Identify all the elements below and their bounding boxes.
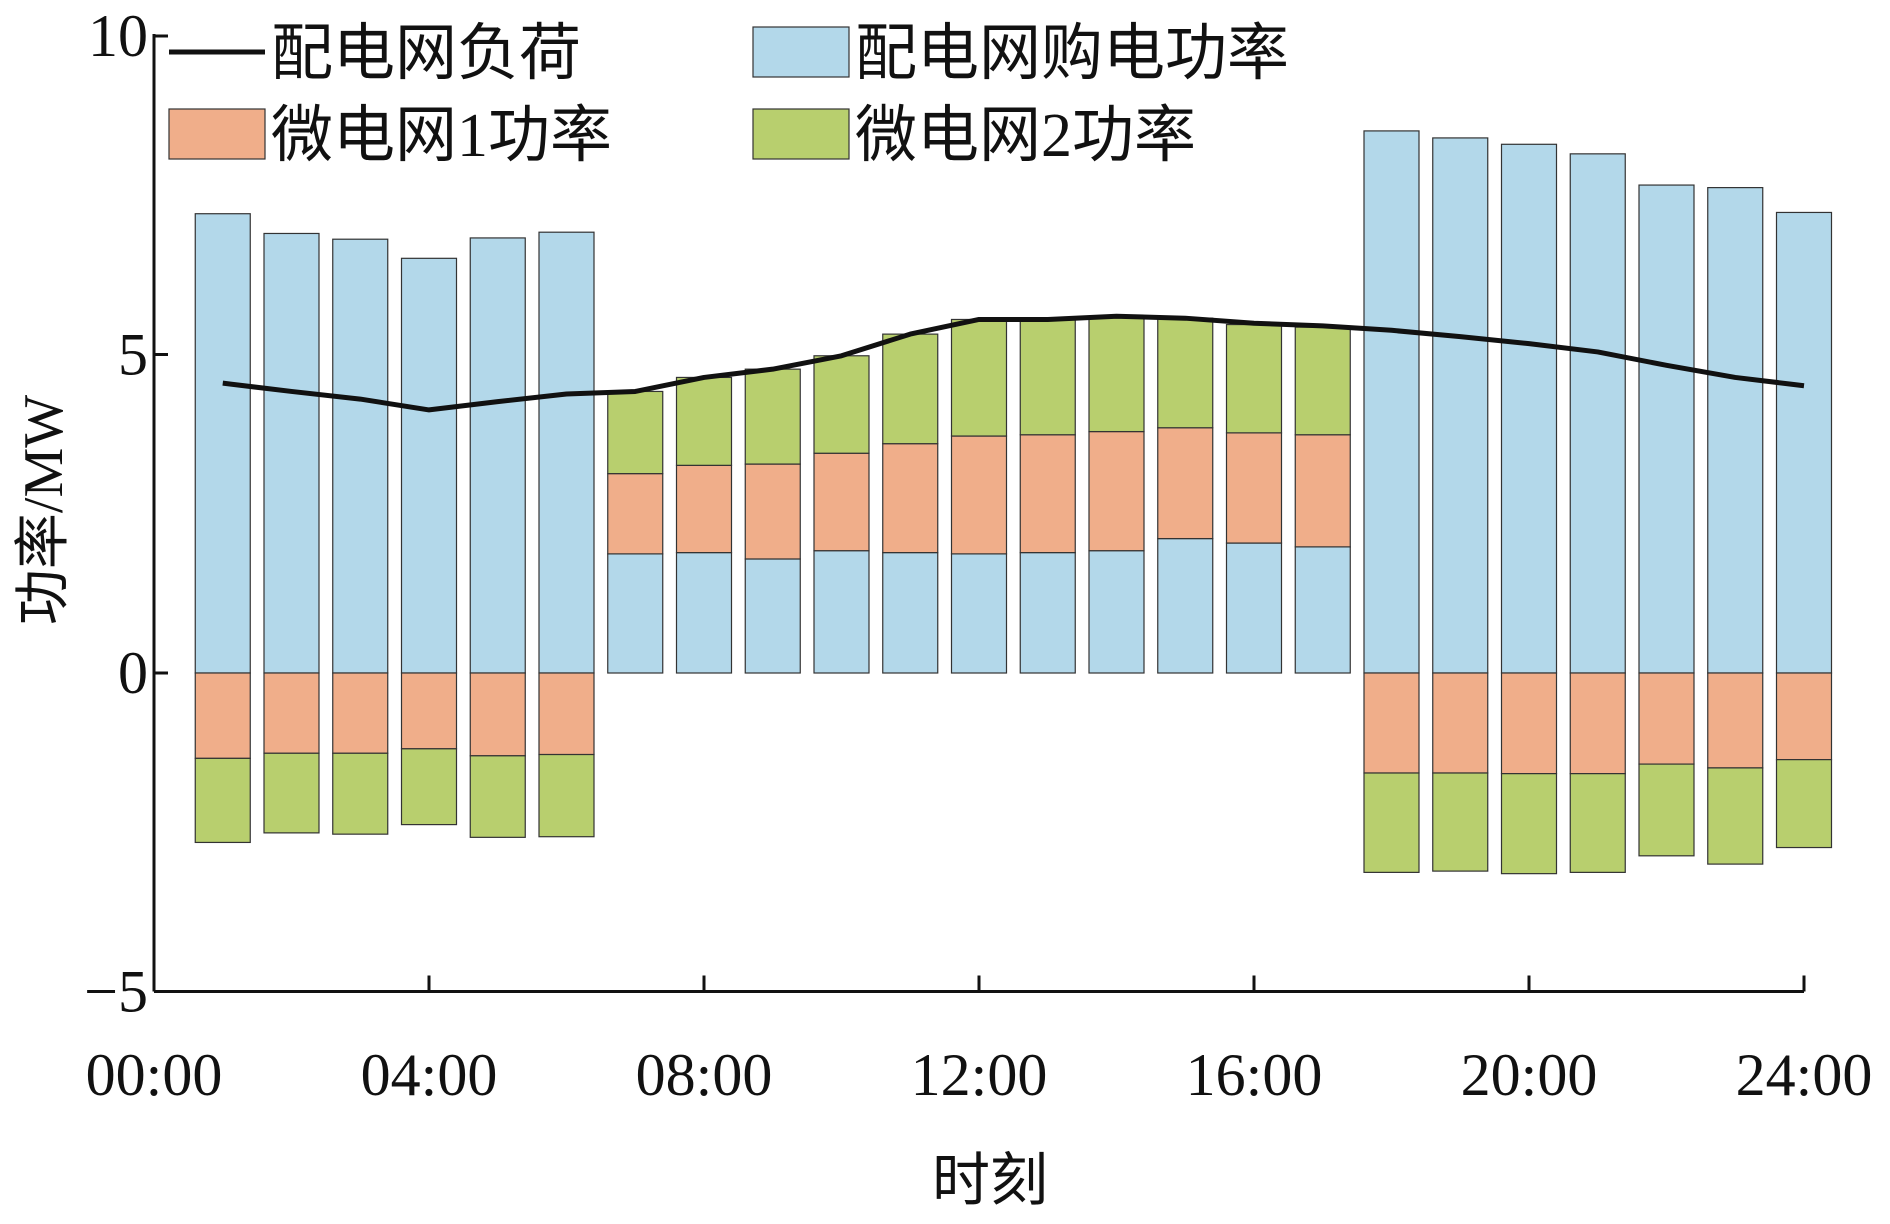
microgrid2-bar (675, 376, 733, 466)
grid-purchase-bar (1088, 550, 1145, 674)
y-axis-label: 功率/MW (13, 395, 75, 625)
microgrid2-bar (400, 748, 458, 826)
bars-layer (194, 130, 1833, 875)
grid-purchase-bar (1363, 130, 1420, 674)
microgrid2-bar (332, 752, 389, 835)
microgrid1-bar (1707, 672, 1764, 769)
x-tick-label: 20:00 (1461, 1042, 1598, 1108)
microgrid1-bar (1500, 672, 1558, 775)
legend-label: 微电网2功率 (855, 102, 1196, 170)
x-axis-label: 时刻 (932, 1148, 1048, 1213)
microgrid1-bar (744, 463, 801, 560)
grid-purchase-bar (1225, 542, 1283, 674)
microgrid1-bar (607, 473, 664, 555)
x-tick-label: 16:00 (1186, 1042, 1323, 1108)
microgrid1-bar (538, 672, 595, 756)
x-tick-label: 24:00 (1736, 1042, 1873, 1108)
load-line (222, 313, 1805, 413)
x-tick-label: 12:00 (911, 1042, 1048, 1108)
microgrid2-bar (1500, 773, 1558, 875)
grid-purchase-bar (1638, 184, 1695, 674)
microgrid2-bar (744, 368, 801, 465)
microgrid1-bar (1088, 430, 1145, 552)
grid-purchase-bar (400, 257, 458, 674)
y-tick-label: 5 (118, 322, 148, 388)
legend-swatch (752, 108, 850, 160)
grid-purchase-bar (1569, 153, 1626, 674)
microgrid1-bar (882, 443, 939, 554)
x-tick-label: 00:00 (86, 1042, 223, 1108)
microgrid2-bar (1294, 326, 1351, 436)
microgrid1-bar (263, 672, 320, 754)
microgrid2-bar (1019, 318, 1076, 436)
grid-purchase-bar (882, 552, 939, 674)
y-tick-label: 0 (118, 640, 148, 706)
microgrid1-bar (1294, 434, 1351, 548)
microgrid2-bar (1157, 317, 1214, 429)
legend-label: 微电网1功率 (271, 102, 612, 170)
microgrid2-bar (1638, 763, 1695, 857)
microgrid2-bar (1432, 772, 1489, 872)
microgrid2-bar (469, 755, 526, 838)
microgrid2-bar (607, 390, 664, 475)
microgrid1-bar (1363, 672, 1420, 774)
x-tick-label: 08:00 (636, 1042, 773, 1108)
legend-swatch (168, 108, 266, 160)
grid-purchase-bar (1157, 537, 1214, 674)
x-tick-label: 04:00 (361, 1042, 498, 1108)
microgrid2-bar (538, 753, 595, 838)
legend-swatch (752, 26, 850, 78)
microgrid1-bar (1225, 432, 1283, 544)
grid-purchase-bar (607, 553, 664, 674)
load-line-layer (222, 313, 1805, 413)
grid-purchase-bar (1019, 552, 1076, 674)
grid-purchase-bar (675, 552, 733, 674)
y-tick-label: 10 (88, 3, 148, 69)
microgrid1-bar (469, 672, 526, 757)
grid-purchase-bar (194, 213, 251, 674)
grid-purchase-bar (950, 553, 1008, 674)
grid-purchase-bar (1775, 211, 1833, 674)
legend-label: 配电网购电功率 (855, 20, 1289, 88)
grid-purchase-bar (744, 558, 801, 674)
grid-purchase-bar (1500, 143, 1558, 674)
grid-purchase-bar (263, 232, 320, 674)
microgrid2-bar (194, 757, 251, 844)
microgrid2-bar (1363, 772, 1420, 873)
microgrid2-bar (882, 333, 939, 445)
microgrid1-bar (1775, 672, 1833, 761)
microgrid1-bar (950, 435, 1008, 555)
microgrid2-bar (950, 318, 1008, 437)
grid-purchase-bar (332, 238, 389, 674)
microgrid1-bar (675, 464, 733, 554)
microgrid2-bar (1775, 759, 1833, 849)
microgrid1-bar (1157, 427, 1214, 540)
grid-purchase-bar (469, 237, 526, 674)
microgrid1-bar (1019, 434, 1076, 554)
grid-purchase-bar (538, 231, 595, 674)
microgrid2-bar (1569, 773, 1626, 873)
microgrid1-bar (400, 672, 458, 750)
microgrid2-bar (1707, 767, 1764, 865)
microgrid1-bar (1569, 672, 1626, 775)
legend-label: 配电网负荷 (271, 20, 581, 88)
grid-purchase-bar (1707, 187, 1764, 674)
microgrid2-bar (1088, 316, 1145, 433)
microgrid1-bar (1638, 672, 1695, 765)
y-tick-label: −5 (84, 959, 148, 1025)
microgrid1-bar (813, 452, 870, 552)
microgrid1-bar (1432, 672, 1489, 774)
microgrid2-bar (263, 752, 320, 834)
microgrid2-bar (813, 355, 870, 454)
axes: 10 5 0 −5 00:00 04:00 08:00 12:00 16:00 20:00 24:0… (84, 3, 1872, 1108)
microgrid2-bar (1225, 323, 1283, 434)
grid-purchase-bar (1294, 546, 1351, 674)
grid-purchase-bar (1432, 137, 1489, 674)
microgrid1-bar (332, 672, 389, 754)
microgrid1-bar (194, 672, 251, 759)
grid-purchase-bar (813, 550, 870, 674)
